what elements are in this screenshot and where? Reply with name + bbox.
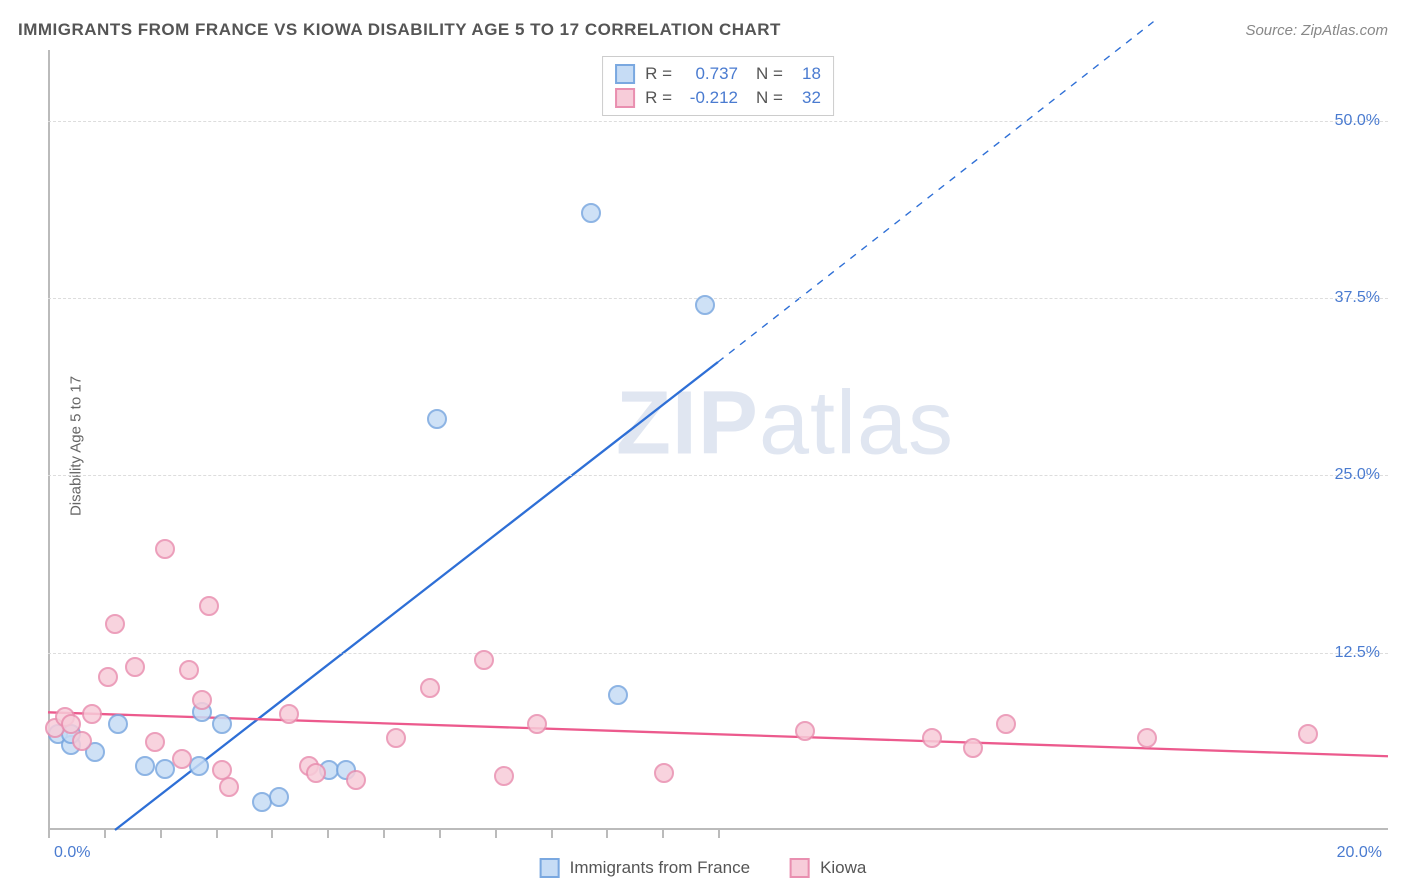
x-tick-mark — [383, 830, 385, 838]
data-point — [82, 704, 102, 724]
chart-title: IMMIGRANTS FROM FRANCE VS KIOWA DISABILI… — [18, 20, 781, 40]
legend-item: Kiowa — [790, 858, 866, 878]
r-value: -0.212 — [682, 88, 738, 108]
data-point — [72, 731, 92, 751]
grid-line — [48, 298, 1388, 299]
grid-line — [48, 475, 1388, 476]
x-tick-mark — [662, 830, 664, 838]
bottom-legend: Immigrants from France Kiowa — [540, 858, 867, 878]
legend-stats-row: R = 0.737 N = 18 — [615, 62, 821, 86]
x-tick-mark — [551, 830, 553, 838]
data-point — [996, 714, 1016, 734]
r-label: R = — [645, 88, 672, 108]
legend-label: Kiowa — [820, 858, 866, 878]
x-tick-mark — [606, 830, 608, 838]
data-point — [608, 685, 628, 705]
x-tick-mark — [495, 830, 497, 838]
trend-lines — [48, 50, 1388, 830]
legend-swatch — [615, 88, 635, 108]
n-value: 18 — [793, 64, 821, 84]
data-point — [212, 714, 232, 734]
data-point — [420, 678, 440, 698]
data-point — [279, 704, 299, 724]
data-point — [427, 409, 447, 429]
x-tick-mark — [327, 830, 329, 838]
data-point — [145, 732, 165, 752]
y-tick-label: 25.0% — [1335, 466, 1380, 484]
y-tick-label: 12.5% — [1335, 644, 1380, 662]
x-tick-mark — [48, 830, 50, 838]
legend-item: Immigrants from France — [540, 858, 750, 878]
chart-header: IMMIGRANTS FROM FRANCE VS KIOWA DISABILI… — [18, 20, 1388, 40]
x-tick-mark — [271, 830, 273, 838]
data-point — [306, 763, 326, 783]
x-axis-min-label: 0.0% — [54, 844, 90, 862]
legend-swatch — [790, 858, 810, 878]
data-point — [155, 539, 175, 559]
data-point — [192, 690, 212, 710]
n-value: 32 — [793, 88, 821, 108]
x-tick-mark — [439, 830, 441, 838]
legend-label: Immigrants from France — [570, 858, 750, 878]
data-point — [108, 714, 128, 734]
y-tick-label: 37.5% — [1335, 289, 1380, 307]
grid-line — [48, 653, 1388, 654]
legend-swatch — [615, 64, 635, 84]
data-point — [795, 721, 815, 741]
n-label: N = — [756, 64, 783, 84]
legend-stats-box: R = 0.737 N = 18 R = -0.212 N = 32 — [602, 56, 834, 116]
legend-stats-row: R = -0.212 N = 32 — [615, 86, 821, 110]
r-label: R = — [645, 64, 672, 84]
legend-swatch — [540, 858, 560, 878]
data-point — [386, 728, 406, 748]
x-tick-mark — [216, 830, 218, 838]
x-tick-mark — [104, 830, 106, 838]
data-point — [219, 777, 239, 797]
y-tick-label: 50.0% — [1335, 112, 1380, 130]
data-point — [695, 295, 715, 315]
data-point — [1137, 728, 1157, 748]
x-tick-mark — [160, 830, 162, 838]
trend-line — [48, 712, 1388, 756]
data-point — [474, 650, 494, 670]
data-point — [581, 203, 601, 223]
data-point — [269, 787, 289, 807]
x-axis-max-label: 20.0% — [1337, 844, 1382, 862]
data-point — [125, 657, 145, 677]
data-point — [346, 770, 366, 790]
scatter-plot: ZIPatlas 0.0% 20.0% R =0.737N =18R =-0.2… — [48, 50, 1388, 830]
data-point — [172, 749, 192, 769]
data-point — [199, 596, 219, 616]
n-label: N = — [756, 88, 783, 108]
chart-source: Source: ZipAtlas.com — [1245, 22, 1388, 39]
data-point — [922, 728, 942, 748]
data-point — [654, 763, 674, 783]
data-point — [98, 667, 118, 687]
data-point — [527, 714, 547, 734]
data-point — [963, 738, 983, 758]
data-point — [179, 660, 199, 680]
data-point — [1298, 724, 1318, 744]
data-point — [105, 614, 125, 634]
grid-line — [48, 121, 1388, 122]
r-value: 0.737 — [682, 64, 738, 84]
data-point — [494, 766, 514, 786]
data-point — [135, 756, 155, 776]
x-tick-mark — [718, 830, 720, 838]
